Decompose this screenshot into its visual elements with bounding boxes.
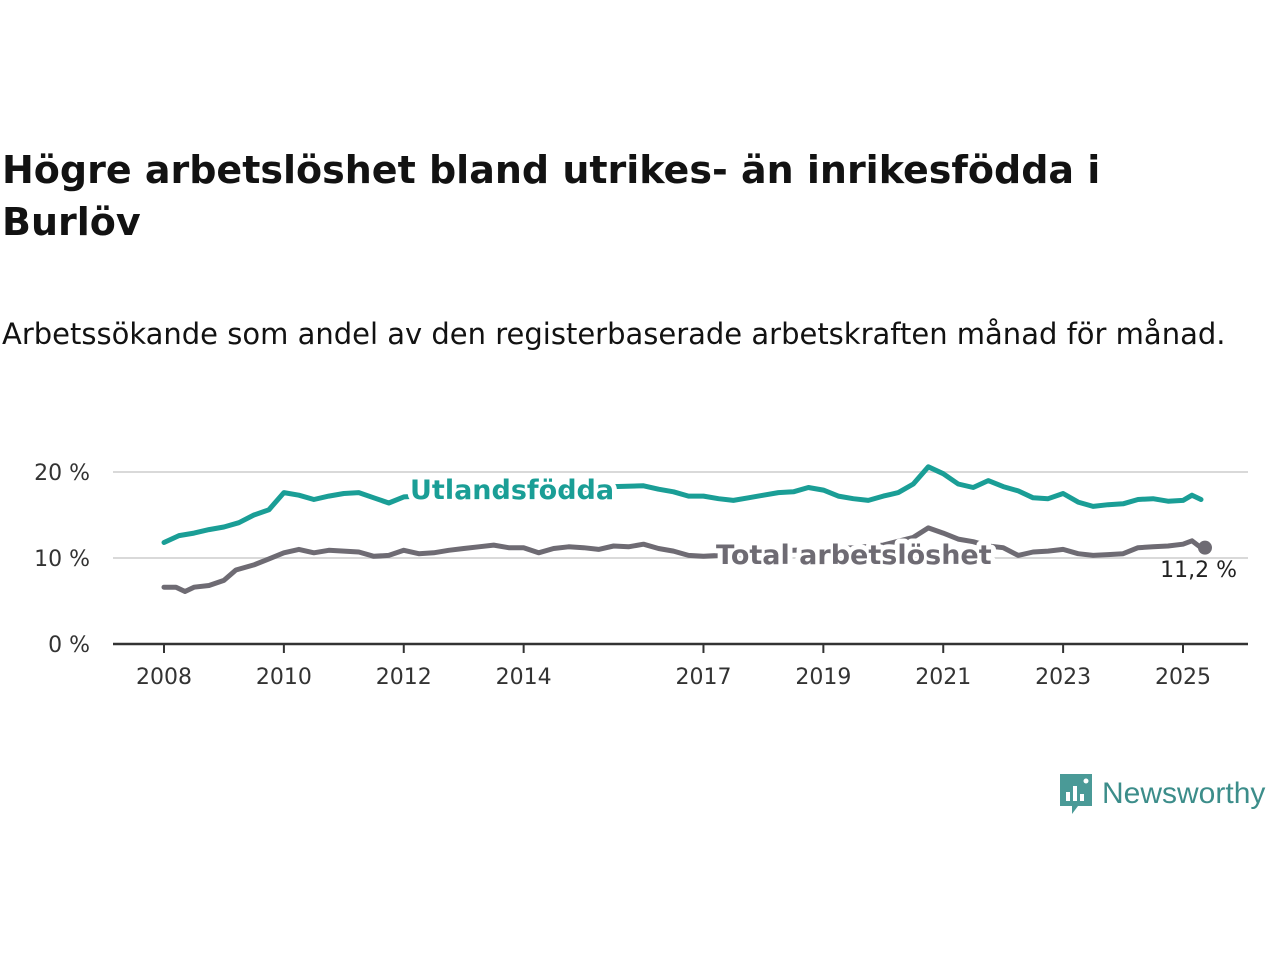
grid: [113, 471, 1248, 559]
x-tick-label: 2021: [915, 665, 971, 690]
newsworthy-logo-icon: [1060, 774, 1092, 814]
newsworthy-logo[interactable]: Newsworthy: [1058, 772, 1265, 816]
x-tick-label: 2012: [376, 665, 432, 690]
line-chart: 0 % 10 % 20 % 2008 2010 2012 2014 2017 2019 2021 2…: [34, 461, 1248, 690]
end-value-label: 11,2 %: [1160, 558, 1237, 583]
x-tick-label: 2010: [256, 665, 312, 690]
series-label-utlandsfodda-halo: Utlandsfödda: [410, 475, 614, 506]
chart-subtitle: Arbetssökande som andel av den registerb…: [2, 317, 1226, 351]
x-tick-label: 2023: [1035, 665, 1091, 690]
series-label-total-halo: Total arbetslöshet: [716, 540, 992, 571]
x-tick-label: 2025: [1155, 665, 1211, 690]
chart-title: Högre arbetslöshet bland utrikes- än inr…: [2, 148, 1101, 244]
axes: 0 % 10 % 20 % 2008 2010 2012 2014 2017 2019 2021 2…: [34, 461, 1248, 690]
x-tick-label: 2008: [136, 665, 192, 690]
y-tick-label: 0 %: [48, 633, 90, 658]
x-tick-label: 2019: [795, 665, 851, 690]
brand-name: Newsworthy: [1102, 777, 1266, 810]
x-tick-label: 2014: [496, 665, 552, 690]
series-line: [161, 525, 1204, 594]
y-tick-label: 10 %: [34, 547, 90, 572]
series-line: [161, 464, 1204, 545]
series-lines: [161, 464, 1212, 594]
y-tick-label: 20 %: [34, 461, 90, 486]
series-label-utlandsfodda-text: Utlandsfödda: [410, 475, 614, 506]
series-label-total-text: Total arbetslöshet: [716, 540, 992, 571]
endpoint-marker: [1197, 540, 1212, 555]
x-tick-label: 2017: [675, 665, 731, 690]
